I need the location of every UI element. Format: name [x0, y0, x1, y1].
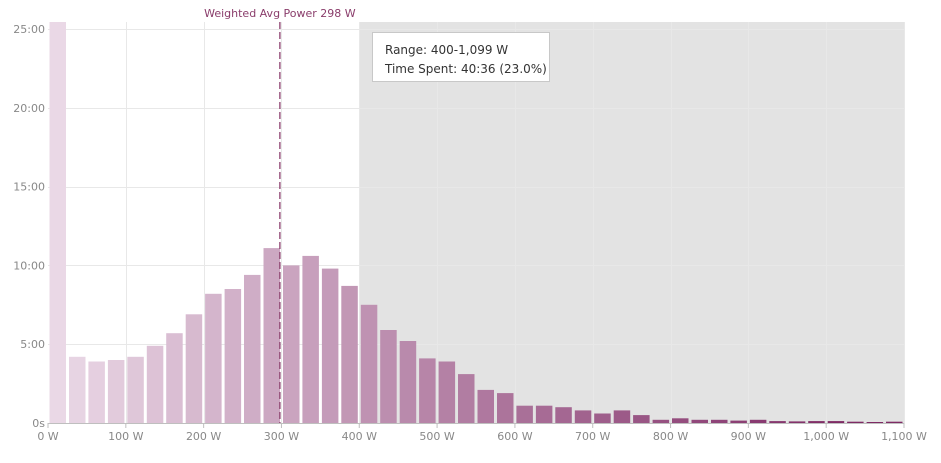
bar[interactable]	[399, 341, 417, 423]
y-tick-label: 10:00	[13, 259, 45, 272]
bar[interactable]	[205, 293, 222, 423]
highlight-band	[359, 22, 905, 423]
bar[interactable]	[166, 333, 183, 423]
x-axis-ticks: 0 W 100 W 200 W 300 W 400 W 500 W 600 W 700 W 80…	[37, 423, 927, 443]
bar[interactable]	[633, 415, 650, 423]
bar[interactable]	[127, 356, 144, 423]
x-tick-label: 500 W	[419, 430, 454, 443]
range-tooltip: Range: 400-1,099 W Time Spent: 40:36 (23…	[372, 32, 550, 82]
bar[interactable]	[438, 361, 456, 424]
y-tick-label: 0s	[32, 417, 45, 430]
bar[interactable]	[380, 330, 397, 423]
x-tick-label: 400 W	[342, 430, 377, 443]
bar[interactable]	[302, 255, 319, 423]
bar[interactable]	[788, 421, 806, 423]
bar[interactable]	[691, 419, 709, 423]
bar[interactable]	[497, 393, 514, 423]
x-tick-label: 700 W	[575, 430, 610, 443]
bar[interactable]	[827, 421, 845, 423]
bar[interactable]	[555, 407, 572, 423]
bar[interactable]	[594, 413, 611, 424]
x-tick-label: 600 W	[497, 430, 532, 443]
y-tick-label: 25:00	[13, 23, 45, 36]
bar[interactable]	[283, 265, 300, 423]
y-axis-ticks: 0s 5:00 10:00 15:00 20:00 25:00	[13, 23, 45, 430]
y-tick-label: 20:00	[13, 102, 45, 115]
bar[interactable]	[88, 361, 105, 424]
bar[interactable]	[360, 304, 378, 423]
bar[interactable]	[263, 248, 281, 423]
bar[interactable]	[886, 421, 903, 423]
y-tick-label: 15:00	[13, 181, 45, 194]
x-tick-label: 900 W	[731, 430, 766, 443]
bar[interactable]	[69, 356, 86, 423]
tooltip-range: Range: 400-1,099 W	[385, 43, 509, 57]
bar[interactable]	[321, 268, 339, 423]
bar[interactable]	[574, 410, 592, 423]
bar[interactable]	[672, 418, 689, 423]
x-tick-label: 300 W	[264, 430, 299, 443]
bar[interactable]	[224, 289, 242, 423]
bars	[49, 22, 903, 424]
bar[interactable]	[711, 419, 728, 423]
x-tick-label: 100 W	[108, 430, 143, 443]
x-tick-label: 1,000 W	[803, 430, 849, 443]
bar[interactable]	[613, 410, 631, 423]
bar[interactable]	[107, 360, 125, 423]
x-tick-label: 200 W	[186, 430, 221, 443]
bar[interactable]	[244, 274, 261, 423]
bar[interactable]	[185, 314, 203, 423]
bar[interactable]	[808, 421, 825, 423]
bar[interactable]	[769, 421, 786, 423]
bar[interactable]	[866, 422, 884, 423]
weighted-avg-power-label: Weighted Avg Power 298 W	[204, 7, 356, 20]
bar[interactable]	[516, 405, 533, 423]
bar[interactable]	[49, 22, 67, 423]
bar[interactable]	[458, 374, 475, 423]
x-tick-label: 1,100 W	[881, 430, 927, 443]
bar[interactable]	[749, 419, 767, 423]
x-tick-label: 0 W	[37, 430, 58, 443]
y-tick-label: 5:00	[20, 338, 45, 351]
bar[interactable]	[652, 419, 670, 423]
bar[interactable]	[419, 358, 436, 423]
x-tick-label: 800 W	[653, 430, 688, 443]
bar[interactable]	[341, 285, 358, 423]
bar[interactable]	[535, 405, 553, 423]
bar[interactable]	[477, 389, 495, 423]
bar[interactable]	[847, 421, 864, 423]
tooltip-time-spent: Time Spent: 40:36 (23.0%)	[385, 62, 547, 76]
grid	[48, 22, 905, 423]
bar[interactable]	[730, 420, 747, 423]
bar[interactable]	[146, 345, 164, 423]
